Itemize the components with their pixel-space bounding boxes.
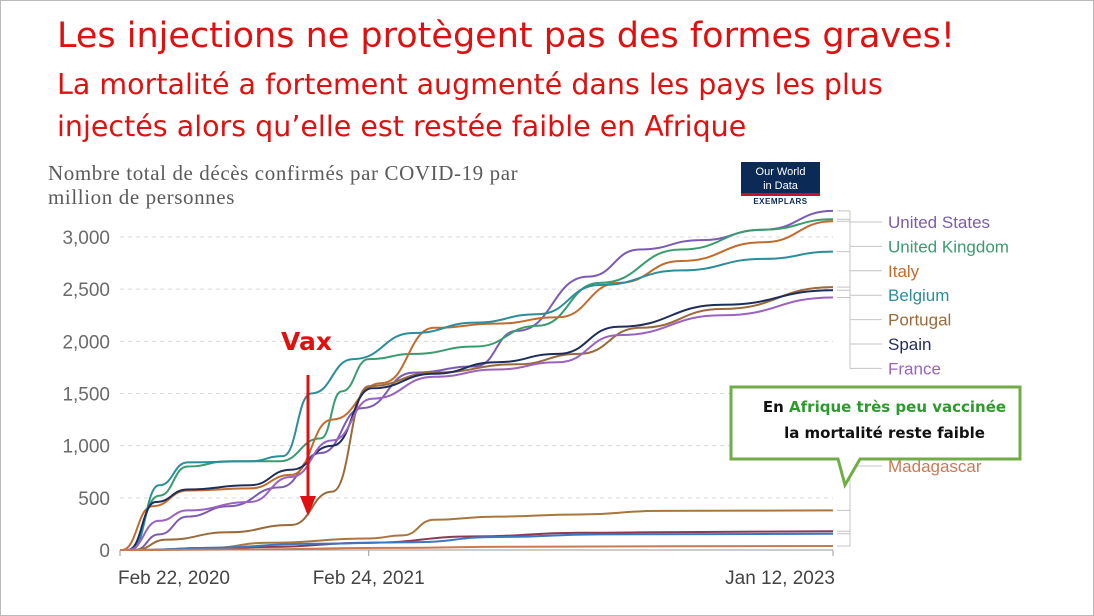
legend-item-united-states: United States <box>888 213 990 232</box>
legend-item-france: France <box>888 359 941 378</box>
callout-green-text: Afrique très peu vaccinée <box>789 398 1007 416</box>
series-line-united-states <box>119 209 834 551</box>
legend-connector <box>837 289 882 345</box>
series-line-united-kingdom <box>119 218 834 551</box>
series-line-belgium <box>119 250 834 551</box>
x-axis: Feb 22, 2020 Feb 24, 2021 Jan 12, 2023 <box>118 550 835 589</box>
y-tick-label: 2,000 <box>62 332 110 353</box>
series-line-madagascar <box>119 545 834 551</box>
legend-item-belgium: Belgium <box>888 286 949 305</box>
headline-line-1: Les injections ne protègent pas des form… <box>57 16 955 56</box>
callout-en: En <box>762 398 790 416</box>
legend: United States United Kingdom Italy Belgium P… <box>888 213 1009 476</box>
y-tick-label: 3,000 <box>62 228 110 249</box>
legend-connector <box>837 465 882 547</box>
gridlines <box>120 236 833 551</box>
logo-exemplars: EXEMPLARS <box>753 197 808 206</box>
series-line-portugal <box>119 286 834 551</box>
y-tick-label: 1,500 <box>62 385 110 406</box>
headline-rest: alors qu’elle est restée faible en Afriq… <box>167 110 747 143</box>
legend-item-portugal: Portugal <box>888 311 951 330</box>
chart-title-line-2: million de personnes <box>48 185 235 209</box>
y-tick-label: 0 <box>99 541 110 562</box>
x-tick-label: Feb 22, 2020 <box>118 568 230 589</box>
series-line-france <box>119 296 834 551</box>
legend-connectors <box>837 210 882 547</box>
annotations <box>300 375 1022 516</box>
legend-connector <box>837 297 882 369</box>
legend-item-spain: Spain <box>888 335 931 354</box>
y-tick-label: 500 <box>78 489 110 510</box>
headline-emphasis: injectés <box>57 110 168 143</box>
headline-line-2: La mortalité a fortement augmenté dans l… <box>57 68 883 101</box>
headline-line-3: injectés alors qu’elle est restée faible… <box>57 110 746 143</box>
legend-item-united-kingdom: United Kingdom <box>888 237 1009 256</box>
callout-box <box>729 385 1022 489</box>
callout-text: En Afrique très peu vaccinée la mortalit… <box>742 394 1027 446</box>
legend-item-madagascar: Madagascar <box>888 457 982 476</box>
vax-arrow-head <box>300 496 316 516</box>
series-line-spain <box>119 289 834 551</box>
y-tick-label: 2,500 <box>62 280 110 301</box>
x-tick-label: Jan 12, 2023 <box>725 568 835 589</box>
legend-connector <box>837 251 882 296</box>
callout-line-2: la mortalité reste faible <box>784 424 985 442</box>
legend-item-italy: Italy <box>888 262 920 281</box>
logo-line-1: Our World <box>755 166 806 178</box>
x-tick-label: Feb 24, 2021 <box>313 568 425 589</box>
owid-logo: Our World in Data EXEMPLARS <box>741 162 820 210</box>
logo-line-2: in Data <box>763 180 798 192</box>
series-line-india <box>119 509 834 551</box>
legend-connector <box>837 210 882 223</box>
vax-label: Vax <box>281 327 332 356</box>
legend-connector <box>837 218 882 247</box>
y-tick-label: 1,000 <box>62 437 110 458</box>
legend-connector <box>837 220 882 272</box>
series-line-italy <box>119 220 834 551</box>
chart-title: Nombre total de décès confirmés par COVI… <box>48 161 518 209</box>
legend-connector <box>837 286 882 321</box>
chart-title-line-1: Nombre total de décès confirmés par COVI… <box>48 161 519 185</box>
y-axis: 0 500 1,000 1,500 2,000 2,500 3,000 <box>62 228 110 562</box>
series-lines <box>119 209 834 551</box>
